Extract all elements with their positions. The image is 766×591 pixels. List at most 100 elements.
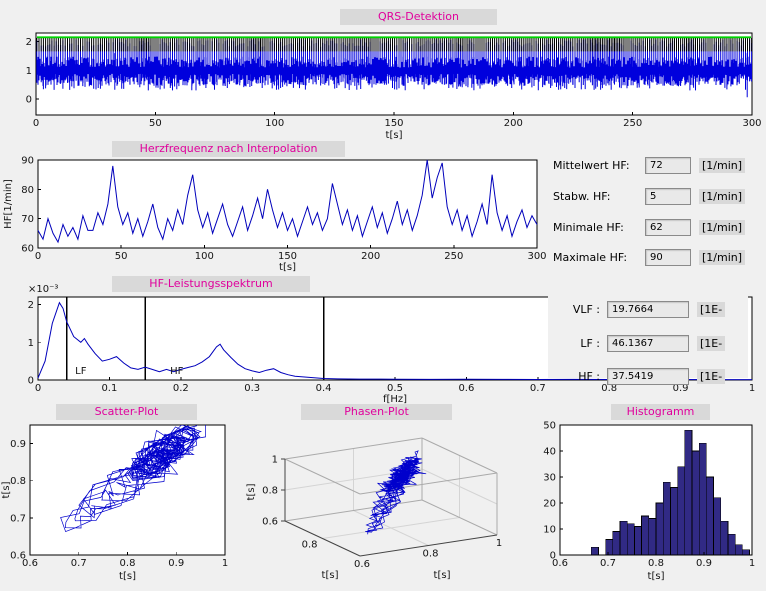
svg-text:0.8: 0.8 xyxy=(120,558,136,569)
svg-text:60: 60 xyxy=(21,244,34,255)
svg-text:1: 1 xyxy=(749,383,755,394)
stat-value-field[interactable]: 72 xyxy=(645,156,691,174)
svg-text:0.1: 0.1 xyxy=(101,383,117,394)
svg-text:0: 0 xyxy=(35,383,41,394)
svg-text:0.8: 0.8 xyxy=(423,549,439,560)
stat-value-field[interactable]: 62 xyxy=(645,218,691,236)
stat-value-field[interactable]: 19.7664 xyxy=(607,300,689,318)
stat-value-field[interactable]: 46.1367 xyxy=(607,334,689,352)
svg-text:1: 1 xyxy=(26,66,32,77)
svg-text:0.6: 0.6 xyxy=(10,551,26,562)
heart-rate-plot-title: Herzfrequenz nach Interpolation xyxy=(112,141,345,157)
svg-text:30: 30 xyxy=(543,473,556,484)
stat-label: Minimale HF: xyxy=(553,220,624,234)
svg-text:50: 50 xyxy=(115,251,128,262)
stat-row-min-hf: Minimale HF: 62 [1/min] xyxy=(553,218,746,236)
svg-text:0.3: 0.3 xyxy=(244,383,260,394)
svg-text:t[s]: t[s] xyxy=(386,130,403,141)
svg-text:20: 20 xyxy=(543,499,556,510)
svg-text:0.8: 0.8 xyxy=(262,486,278,497)
svg-text:0.6: 0.6 xyxy=(458,383,474,394)
svg-text:50: 50 xyxy=(149,118,162,129)
svg-text:0.8: 0.8 xyxy=(648,558,664,569)
svg-text:1: 1 xyxy=(272,455,278,466)
stat-unit: [1E- xyxy=(697,301,726,317)
stat-value-field[interactable]: 90 xyxy=(645,248,691,266)
histogram-plot-title: Histogramm xyxy=(611,404,710,420)
phase-plot-title: Phasen-Plot xyxy=(301,404,452,420)
svg-text:200: 200 xyxy=(504,118,523,129)
stat-value-field[interactable]: 37.5419 xyxy=(607,367,689,385)
svg-text:0.6: 0.6 xyxy=(552,558,568,569)
svg-text:2: 2 xyxy=(28,300,34,311)
svg-text:1: 1 xyxy=(496,538,502,549)
svg-text:0.9: 0.9 xyxy=(673,383,689,394)
svg-text:90: 90 xyxy=(21,156,34,167)
stat-unit: [1/min] xyxy=(699,219,746,235)
stat-unit: [1/min] xyxy=(699,157,746,173)
svg-text:0.8: 0.8 xyxy=(10,476,26,487)
svg-text:100: 100 xyxy=(265,118,284,129)
svg-text:t[s]: t[s] xyxy=(434,570,451,581)
qrs-ecg-plot: 0 50 100 150 200 250 300 t[s] 0 1 2 xyxy=(26,32,762,141)
svg-text:300: 300 xyxy=(527,251,546,262)
svg-text:0: 0 xyxy=(28,376,34,387)
svg-text:t[s]: t[s] xyxy=(119,571,136,582)
stat-unit: [1/min] xyxy=(699,188,746,204)
stat-row-hf-power: HF : 37.5419 [1E- xyxy=(560,367,726,385)
scatter-plot-title: Scatter-Plot xyxy=(56,404,197,420)
svg-text:t[s]: t[s] xyxy=(648,571,665,582)
svg-text:0.7: 0.7 xyxy=(530,383,546,394)
stat-label: LF : xyxy=(580,336,600,350)
svg-text:1: 1 xyxy=(28,338,34,349)
svg-text:40: 40 xyxy=(543,447,556,458)
svg-text:0.6: 0.6 xyxy=(262,517,278,528)
svg-text:t[s]: t[s] xyxy=(279,262,296,273)
svg-text:HF: HF xyxy=(170,366,184,377)
svg-text:150: 150 xyxy=(278,251,297,262)
svg-text:0.7: 0.7 xyxy=(600,558,616,569)
heart-rate-plot: 0 50 100 150 200 250 300 t[s] 60 70 80 90 HF[1/min] xyxy=(3,156,547,274)
svg-text:2: 2 xyxy=(26,37,32,48)
svg-text:250: 250 xyxy=(623,118,642,129)
phase-space-plot: 0.6 0.8 1 0.6 0.8 1 0.8 t[s] t[s] t[s] xyxy=(246,437,502,581)
stat-row-max-hf: Maximale HF: 90 [1/min] xyxy=(553,248,746,266)
scatter-poincare-plot: 0.6 0.7 0.8 0.9 1 t[s] 0.6 0.7 0.8 0.9 t[s] xyxy=(1,424,228,582)
svg-text:10: 10 xyxy=(543,525,556,536)
svg-text:0: 0 xyxy=(550,551,556,562)
svg-text:f[Hz]: f[Hz] xyxy=(383,394,407,405)
stat-label: Mittelwert HF: xyxy=(553,158,630,172)
spectrum-stats-panel: VLF : 19.7664 [1E- LF : 46.1367 [1E- HF … xyxy=(548,292,748,385)
svg-text:0: 0 xyxy=(33,118,39,129)
svg-text:0.6: 0.6 xyxy=(22,558,38,569)
svg-text:LF: LF xyxy=(75,366,87,377)
svg-text:250: 250 xyxy=(444,251,463,262)
svg-text:0.5: 0.5 xyxy=(387,383,403,394)
svg-text:80: 80 xyxy=(21,185,34,196)
stat-label: Stabw. HF: xyxy=(553,189,611,203)
stat-row-lf: LF : 46.1367 [1E- xyxy=(560,334,726,352)
svg-text:0.7: 0.7 xyxy=(10,513,26,524)
stat-unit: [1E- xyxy=(697,335,726,351)
qrs-plot-title: QRS-Detektion xyxy=(340,9,497,25)
svg-text:0.9: 0.9 xyxy=(10,439,26,450)
stat-label: HF : xyxy=(578,369,600,383)
stat-label: Maximale HF: xyxy=(553,250,628,264)
stat-value-field[interactable]: 5 xyxy=(645,187,691,205)
svg-text:70: 70 xyxy=(21,214,34,225)
svg-text:0.7: 0.7 xyxy=(71,558,87,569)
svg-text:HF[1/min]: HF[1/min] xyxy=(3,179,14,229)
svg-text:0: 0 xyxy=(35,251,41,262)
stat-row-mean-hf: Mittelwert HF: 72 [1/min] xyxy=(553,156,746,174)
stat-row-std-hf: Stabw. HF: 5 [1/min] xyxy=(553,187,746,205)
svg-text:×10⁻³: ×10⁻³ xyxy=(28,284,58,295)
svg-text:150: 150 xyxy=(384,118,403,129)
svg-text:1: 1 xyxy=(749,558,755,569)
spectrum-plot-title: HF-Leistungsspektrum xyxy=(112,276,310,292)
svg-text:0.6: 0.6 xyxy=(354,559,370,570)
svg-text:t[s]: t[s] xyxy=(1,481,12,498)
svg-text:0.8: 0.8 xyxy=(302,540,318,551)
svg-text:200: 200 xyxy=(361,251,380,262)
svg-text:0: 0 xyxy=(26,95,32,106)
